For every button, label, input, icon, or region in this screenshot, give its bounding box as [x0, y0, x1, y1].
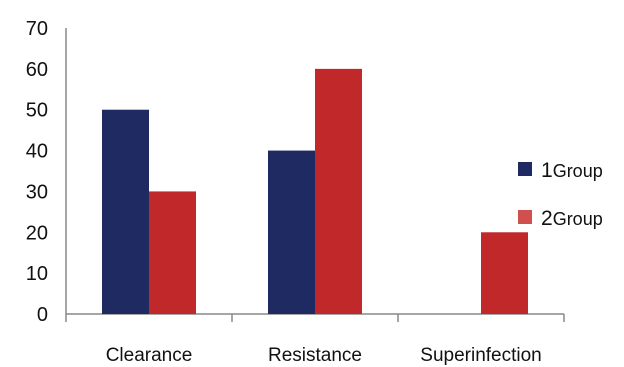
- y-tick-label: 0: [37, 304, 48, 326]
- bar-2group-clearance: [149, 191, 196, 314]
- category-label-superinfection: Superinfection: [420, 345, 541, 366]
- y-tick-label: 30: [26, 181, 48, 203]
- legend-label-1group: 1Group: [541, 159, 603, 182]
- bars: [102, 68, 528, 314]
- legend-swatch-2group: [518, 210, 532, 224]
- bar-1group-resistance: [268, 150, 315, 314]
- y-tick-label: 60: [26, 59, 48, 81]
- y-tick-label: 70: [26, 18, 48, 40]
- legend-label-2group: 2Group: [541, 207, 603, 230]
- category-label-resistance: Resistance: [268, 345, 362, 366]
- legend: 1Group 2Group: [518, 159, 603, 230]
- category-labels: Clearance Resistance Superinfection: [106, 345, 542, 366]
- legend-swatch-1group: [518, 162, 532, 176]
- bar-2group-superinfection: [481, 232, 528, 314]
- bar-2group-resistance: [315, 68, 362, 314]
- y-tick-label: 20: [26, 222, 48, 244]
- legend-text-1group: Group: [553, 161, 603, 181]
- legend-number-1group: 1: [541, 159, 553, 182]
- y-tick-label: 40: [26, 141, 48, 163]
- legend-text-2group: Group: [553, 209, 603, 229]
- y-axis-ticks: 0 10 20 30 40 50 60 70: [26, 18, 48, 326]
- legend-number-2group: 2: [541, 207, 553, 230]
- x-axis-ticks: [65, 314, 565, 322]
- category-label-clearance: Clearance: [106, 345, 193, 366]
- y-tick-label: 10: [26, 263, 48, 285]
- bar-1group-clearance: [102, 109, 149, 314]
- y-tick-label: 50: [26, 100, 48, 122]
